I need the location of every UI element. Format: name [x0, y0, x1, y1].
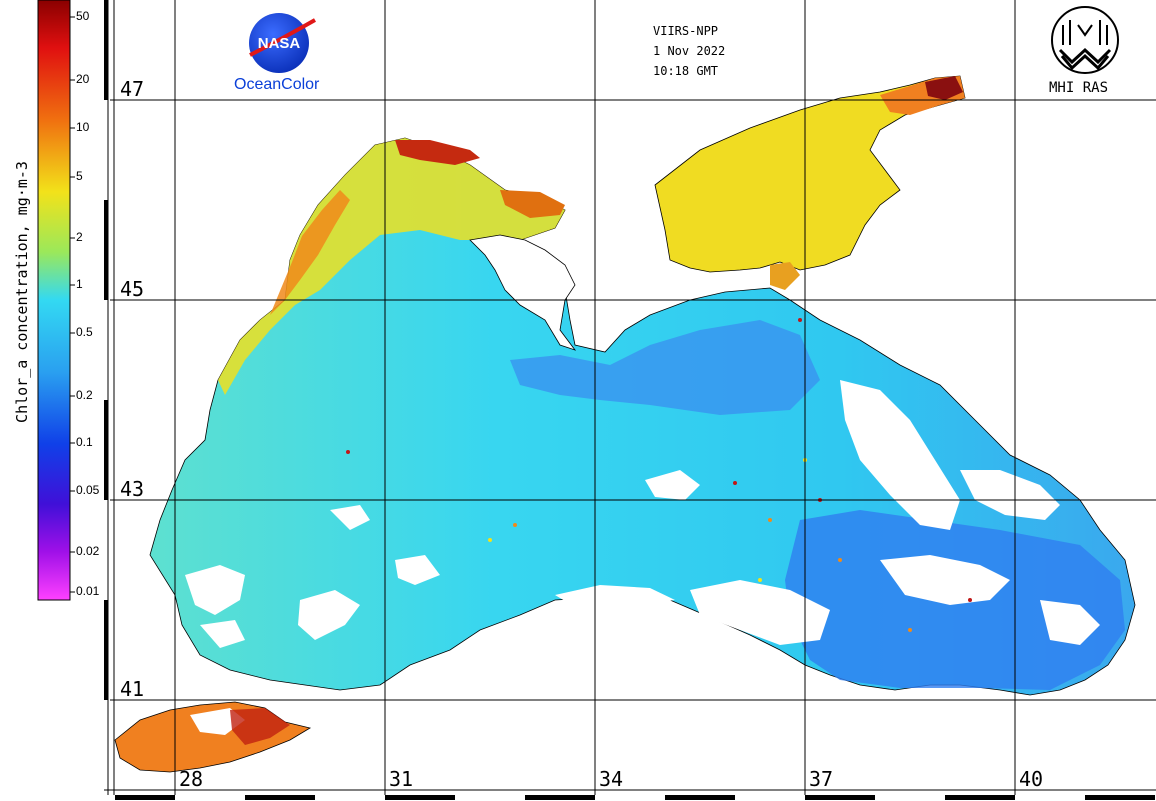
- date-label: 1 Nov 2022: [653, 44, 726, 58]
- mhi-ras-label: MHI RAS: [1049, 80, 1109, 96]
- longitude-scale: [104, 789, 1156, 800]
- sea-of-azov: [654, 75, 966, 273]
- marmara-red-coast: [230, 708, 290, 745]
- colorbar-tick-label: 0.01: [76, 584, 100, 598]
- colorbar-tick-label: 1: [76, 277, 83, 291]
- mhi-ras-logo: [1051, 6, 1119, 74]
- colorbar-tick-label: 0.02: [76, 544, 100, 558]
- colorbar-tick-label: 10: [76, 120, 90, 134]
- colorbar-ticks: [70, 16, 75, 593]
- nasa-badge-text: NASA: [258, 35, 301, 52]
- nasa-logo: NASA: [249, 13, 316, 73]
- colorbar-title: Chlor_a concentration, mg·m-3: [13, 161, 31, 423]
- latitude-label: 45: [120, 277, 145, 301]
- latitude-label: 41: [120, 677, 145, 701]
- colorbar-tick-label: 0.05: [76, 483, 100, 497]
- central-low-chl: [510, 320, 820, 415]
- danube-plume: [270, 190, 350, 315]
- time-label: 10:18 GMT: [653, 64, 719, 78]
- dnieper-estuary: [395, 140, 480, 165]
- colorbar-tick-label: 50: [76, 9, 90, 23]
- colorbar-tick-label: 0.2: [76, 388, 93, 402]
- longitude-label: 31: [389, 767, 414, 791]
- longitude-label: 34: [599, 767, 624, 791]
- oceancolor-label: OceanColor: [234, 76, 320, 93]
- longitude-label: 28: [179, 767, 204, 791]
- colorbar-tick-label: 2: [76, 230, 83, 244]
- karkinit-bay: [500, 190, 565, 218]
- colorbar-tick-label: 0.5: [76, 325, 93, 339]
- longitude-label: 37: [809, 767, 834, 791]
- graticule: [110, 0, 1156, 795]
- nw-shelf-bloom: [218, 138, 565, 395]
- latitude-label: 43: [120, 477, 145, 501]
- crimea-land: [469, 234, 577, 351]
- colorbar-tick-label: 20: [76, 72, 90, 86]
- latitude-label: 47: [120, 77, 145, 101]
- sensor-label: VIIRS-NPP: [653, 24, 719, 38]
- kerch-strait: [770, 262, 800, 290]
- colorbar: [37, 0, 71, 601]
- cloud-gaps: [185, 380, 1100, 648]
- azov-don-mouth: [925, 76, 963, 100]
- longitude-label: 40: [1019, 767, 1044, 791]
- colorbar-tick-label: 5: [76, 169, 83, 183]
- latitude-scale: [104, 0, 115, 795]
- colorbar-tick-label: 0.1: [76, 435, 93, 449]
- bloom-speckles: [346, 318, 972, 632]
